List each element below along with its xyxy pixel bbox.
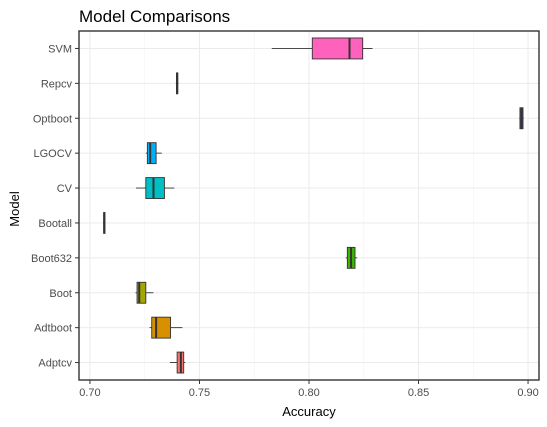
y-tick-label-optboot: Optboot bbox=[33, 113, 72, 125]
x-tick-label: 0.90 bbox=[517, 387, 538, 399]
y-tick-label-repcv: Repcv bbox=[41, 78, 73, 90]
box-lgocv bbox=[146, 142, 157, 165]
y-tick-label-adptcv: Adptcv bbox=[38, 358, 72, 370]
box-adtboot bbox=[151, 316, 172, 339]
plot-area: Adptcv Adtboot Boot Boot632 Bootall CV LGOCV Op… bbox=[31, 30, 540, 399]
x-tick-label: 0.85 bbox=[408, 387, 429, 399]
y-tick-label-boot: Boot bbox=[49, 288, 72, 300]
y-tick-label-bootall: Bootall bbox=[38, 218, 72, 230]
x-tick-label: 0.70 bbox=[79, 387, 100, 399]
y-tick-label-boot632: Boot632 bbox=[31, 253, 72, 265]
chart-title: Model Comparisons bbox=[79, 7, 230, 26]
y-tick-label-lgocv: LGOCV bbox=[33, 148, 72, 160]
y-tick-label-svm: SVM bbox=[48, 43, 72, 55]
x-tick-label: 0.80 bbox=[298, 387, 319, 399]
y-tick-label-adtboot: Adtboot bbox=[34, 323, 72, 335]
x-axis-title: Accuracy bbox=[282, 404, 336, 419]
box-svm bbox=[311, 37, 364, 60]
plot-border bbox=[78, 30, 540, 381]
x-tick-label: 0.75 bbox=[189, 387, 210, 399]
y-tick-label-cv: CV bbox=[57, 183, 73, 195]
y-axis-title: Model bbox=[7, 191, 22, 227]
box-cv bbox=[145, 177, 165, 199]
box-boot bbox=[136, 281, 147, 304]
